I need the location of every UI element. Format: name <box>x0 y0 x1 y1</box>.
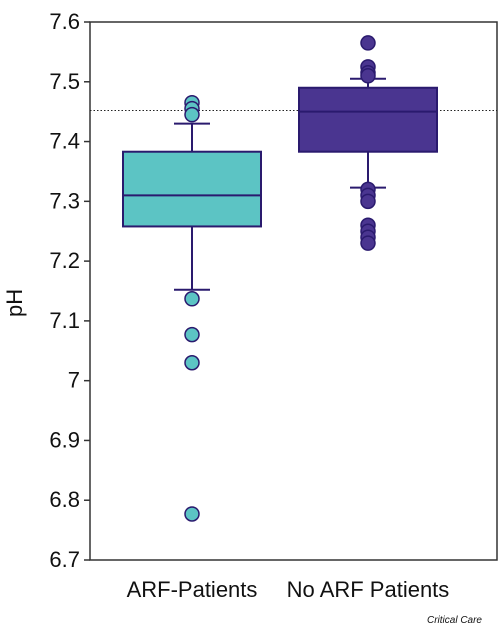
outlier-point <box>184 326 200 343</box>
outlier-point <box>184 106 200 123</box>
y-tick-label: 6.7 <box>49 547 80 572</box>
y-tick-label: 6.8 <box>49 487 80 512</box>
plot-frame <box>89 21 498 561</box>
y-tick-label: 7.6 <box>49 9 80 34</box>
outlier-point <box>360 35 376 51</box>
box-iqr <box>298 86 438 153</box>
y-tick-label: 7.5 <box>49 69 80 94</box>
y-axis-label: pH <box>2 289 27 317</box>
y-tick-label: 7 <box>68 368 80 393</box>
outlier-point <box>360 68 376 84</box>
y-tick-label: 7.3 <box>49 188 80 213</box>
box-iqr <box>122 150 262 228</box>
category-label: No ARF Patients <box>287 577 450 602</box>
y-tick-label: 6.9 <box>49 427 80 452</box>
y-tick-label: 7.2 <box>49 248 80 273</box>
outlier-point <box>360 193 376 210</box>
outlier-point <box>184 291 200 307</box>
outlier-point <box>360 235 376 251</box>
outlier-point <box>184 506 200 522</box>
journal-credit: Critical Care <box>426 615 482 626</box>
category-label: ARF-Patients <box>127 577 258 602</box>
y-tick-label: 7.1 <box>49 308 80 333</box>
y-tick-label: 7.4 <box>49 129 80 154</box>
outlier-point <box>184 354 200 371</box>
